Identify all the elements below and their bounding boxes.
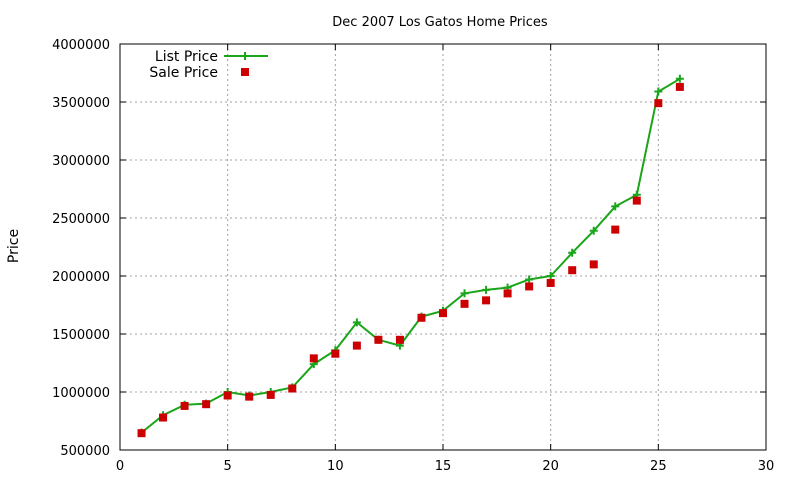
y-tick-label: 4000000 [52, 38, 110, 53]
series-layer [137, 74, 684, 438]
list-price-point [546, 272, 555, 280]
sale-price-point [374, 335, 383, 344]
sale-price-point [417, 313, 426, 322]
x-tick-label: 15 [435, 459, 452, 474]
list-price-point [482, 285, 491, 294]
sale-price-point [482, 296, 491, 305]
x-tick-label: 20 [542, 459, 559, 474]
list-price-point [460, 289, 469, 298]
legend-label-list-price: List Price [155, 49, 218, 65]
list-price-point [654, 87, 663, 96]
sale-price-point [654, 99, 663, 108]
y-tick-label: 2500000 [52, 212, 110, 227]
list-price-point [568, 248, 577, 257]
axis-ticks: 500000 1000000 1500000 2000000 2500000 300000… [52, 38, 774, 474]
sale-price-point [352, 341, 361, 350]
sale-price-point [180, 401, 189, 410]
sale-price-point [439, 309, 447, 318]
legend-label-sale-price: Sale Price [149, 65, 218, 81]
legend-marker-sale-price [241, 68, 249, 76]
y-tick-label: 2000000 [52, 270, 110, 285]
y-tick-label: 1000000 [52, 386, 110, 401]
sale-price-point [266, 390, 275, 399]
legend-marker-list-price [241, 52, 249, 60]
list-price-point [525, 275, 534, 284]
sale-price-point [525, 282, 534, 291]
x-tick-label: 25 [650, 459, 667, 474]
chart-title: Dec 2007 Los Gatos Home Prices [332, 15, 548, 30]
y-tick-label: 500000 [60, 444, 110, 459]
list-price-point [611, 202, 620, 211]
sale-price-point [611, 225, 620, 234]
sale-price-point [568, 266, 577, 275]
y-tick-label: 1500000 [52, 328, 110, 343]
sale-price-point [245, 392, 254, 401]
x-tick-label: 10 [327, 459, 344, 474]
list-price-point [589, 226, 598, 235]
sale-price-point [632, 196, 641, 205]
x-tick-label: 30 [758, 459, 775, 474]
y-axis-label: Price [6, 229, 22, 263]
sale-price-point [309, 354, 318, 363]
sale-price-point [331, 349, 340, 358]
sale-price-point [137, 429, 146, 438]
list-price-point [675, 74, 684, 83]
list-price-point [352, 318, 361, 327]
sale-price-point [159, 413, 168, 422]
x-tick-label: 0 [116, 459, 124, 474]
sale-price-point [202, 400, 211, 409]
list-price-line [140, 77, 681, 434]
sale-price-point [460, 299, 469, 308]
sale-price-point [589, 260, 598, 269]
y-tick-label: 3000000 [52, 154, 110, 169]
sale-price-point [288, 384, 297, 393]
sale-price-point [546, 278, 555, 287]
sale-price-point [223, 391, 232, 400]
x-tick-label: 5 [224, 459, 232, 474]
sale-price-point [503, 289, 512, 298]
sale-price-point [675, 82, 684, 91]
legend: List Price Sale Price [149, 49, 268, 81]
y-tick-label: 3500000 [52, 96, 110, 111]
grid [120, 44, 766, 450]
sale-price-point [395, 335, 404, 344]
